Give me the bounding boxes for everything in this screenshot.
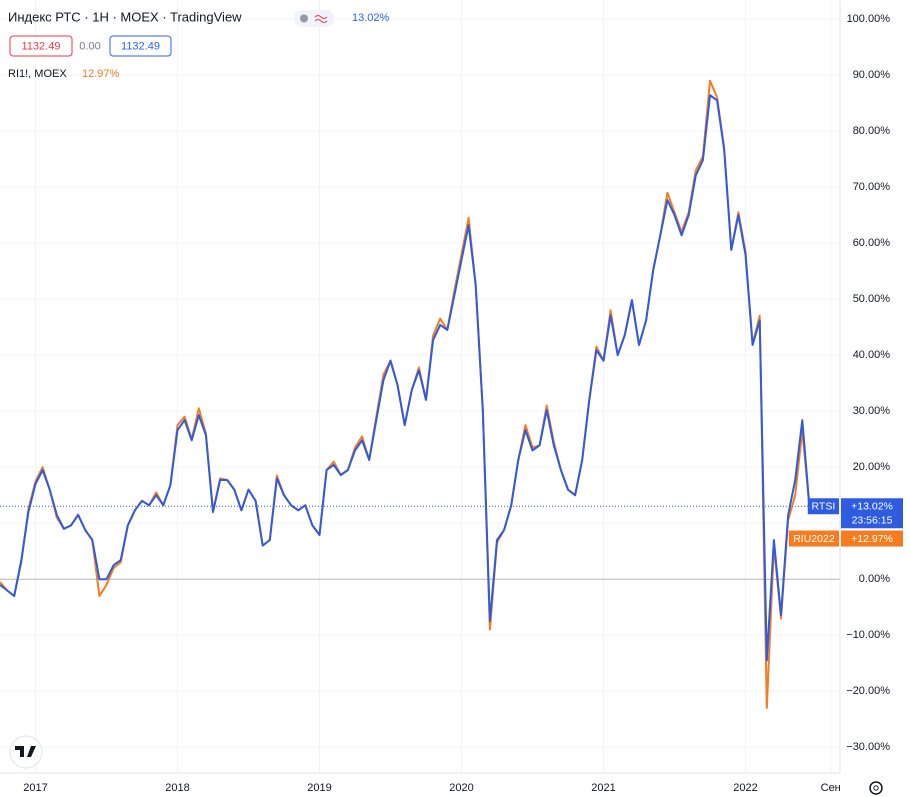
series-badge	[807, 498, 839, 515]
series-badge	[788, 530, 839, 547]
y-tick-label: 80.00%	[853, 125, 891, 137]
y-tick-label: 90.00%	[853, 69, 891, 81]
y-tick-label: 40.00%	[853, 349, 891, 361]
toggle-dot	[300, 14, 308, 23]
y-tick-label: 30.00%	[853, 405, 891, 417]
compare-value: 12.97%	[82, 68, 120, 80]
series-badge-name: RIU2022	[793, 533, 835, 545]
ask: 1132.49	[121, 40, 160, 52]
value-badge-label: +13.02%	[851, 501, 893, 513]
settings-icon[interactable]	[869, 781, 883, 795]
y-tick-label: 100.00%	[847, 13, 891, 25]
compare-symbol: RI1!, MOEX	[8, 68, 67, 80]
value-badge	[841, 530, 903, 547]
x-tick-label: Сен	[821, 782, 841, 794]
x-tick-label: 2019	[307, 782, 331, 794]
y-tick-label: 0.00%	[859, 573, 890, 585]
tv-logo	[9, 735, 43, 769]
bid: 1132.49	[22, 40, 61, 52]
y-tick-label: −20.00%	[846, 685, 890, 697]
title-value: 13.02%	[352, 12, 390, 24]
y-tick-label: 50.00%	[853, 293, 891, 305]
ask-box[interactable]	[109, 35, 172, 57]
bid-box[interactable]	[9, 35, 73, 57]
grid	[0, 0, 840, 773]
compare-icon	[314, 15, 328, 23]
x-tick-label: 2022	[733, 782, 757, 794]
x-tick-label: 2018	[165, 782, 189, 794]
chart-title: Индекс РТС · 1H · MOEX · TradingView	[8, 9, 242, 24]
x-tick-label: 2020	[449, 782, 473, 794]
series-badge-name: RTSI	[812, 501, 836, 513]
y-tick-label: 70.00%	[853, 181, 891, 193]
y-tick-label: −30.00%	[846, 741, 890, 753]
spread: 0.00	[79, 40, 100, 52]
series-line	[0, 94, 811, 662]
x-tick-label: 2021	[591, 782, 615, 794]
y-tick-label: 60.00%	[853, 237, 891, 249]
x-tick-label: 2017	[23, 782, 47, 794]
value-badge	[841, 498, 903, 529]
value-badge-label: +12.97%	[851, 533, 893, 545]
y-tick-label: 20.00%	[853, 461, 891, 473]
countdown: 23:56:15	[852, 515, 893, 527]
y-tick-label: −10.00%	[846, 629, 890, 641]
